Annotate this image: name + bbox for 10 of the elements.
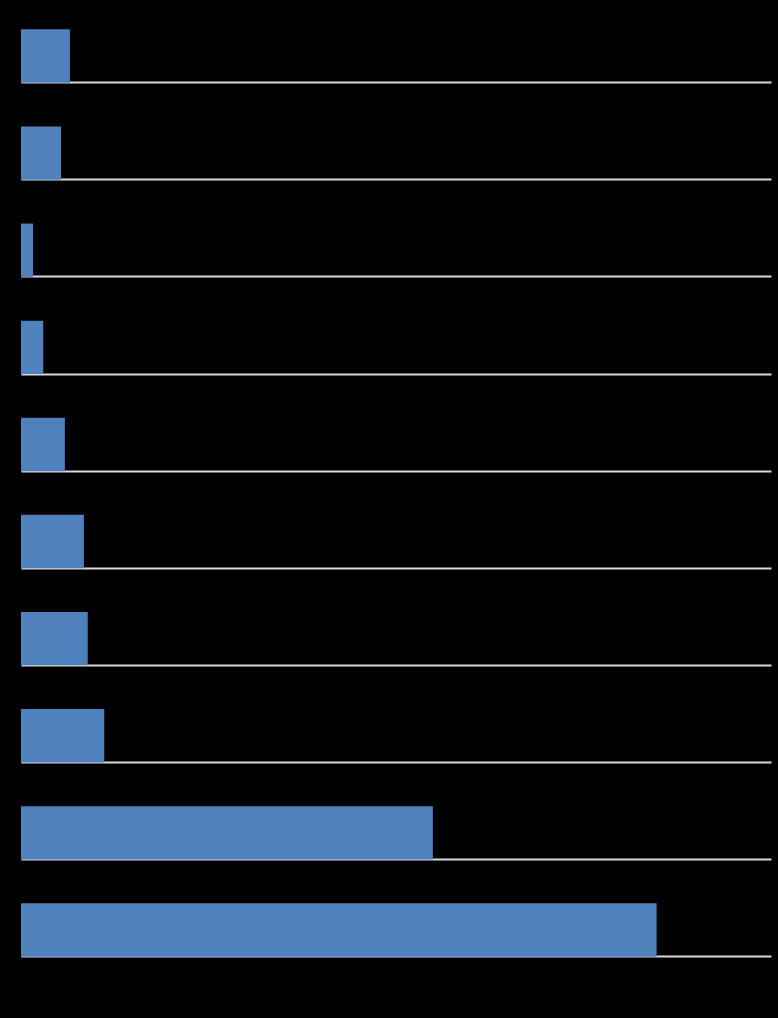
bar [21,903,657,957]
bar [21,709,105,763]
bar [21,29,70,83]
bar [21,417,65,472]
bar [21,223,34,277]
bar [21,514,84,569]
bar [21,126,62,180]
bar [21,320,44,375]
bar [21,611,88,666]
bar [21,806,433,860]
